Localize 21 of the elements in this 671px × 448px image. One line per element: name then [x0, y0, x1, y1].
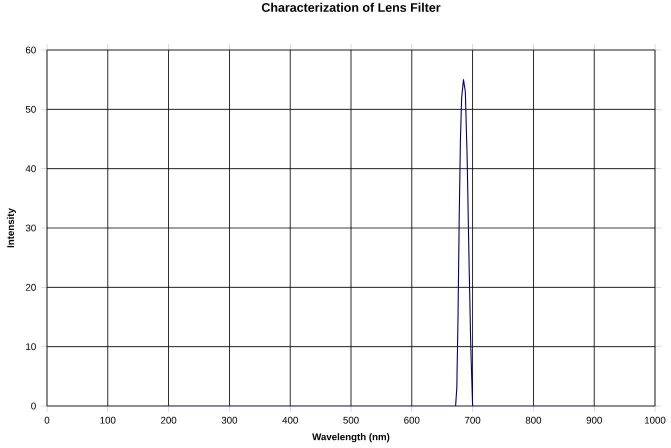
y-tick-label: 0 — [31, 402, 36, 410]
y-tick-label: 50 — [26, 106, 36, 113]
x-tick-label: 300 — [222, 416, 238, 424]
y-tick-label: 30 — [26, 224, 36, 232]
y-tick-label: 20 — [26, 284, 36, 291]
x-tick-label: 900 — [586, 416, 602, 424]
x-axis-title: Wavelength (nm) — [312, 433, 390, 442]
x-tick-label: 1000 — [644, 416, 666, 424]
chart-title: Characterization of Lens Filter — [262, 2, 440, 12]
x-tick-label: 400 — [282, 416, 298, 424]
x-tick-label: 500 — [343, 416, 359, 424]
x-tick-label: 0 — [44, 416, 50, 424]
x-tick-label: 700 — [465, 416, 480, 424]
x-tick-label: 200 — [161, 416, 176, 424]
x-tick-label: 100 — [100, 416, 116, 424]
y-tick-label: 40 — [26, 165, 36, 172]
x-tick-label: 800 — [526, 416, 542, 424]
y-axis-title: Intensity — [6, 208, 16, 248]
y-tick-label: 10 — [26, 343, 36, 350]
y-tick-label: 60 — [26, 46, 36, 54]
x-tick-label: 600 — [404, 416, 420, 424]
